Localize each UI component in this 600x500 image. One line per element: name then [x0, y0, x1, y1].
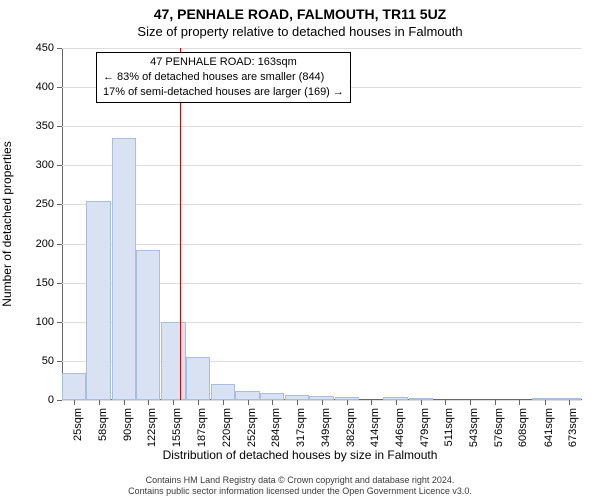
annotation-box: 47 PENHALE ROAD: 163sqm← 83% of detached…: [96, 52, 351, 103]
y-tick-label: 200: [36, 238, 54, 250]
x-tick-label: 576sqm: [493, 408, 505, 447]
x-tick: [519, 400, 520, 405]
x-tick-label: 382sqm: [345, 408, 357, 447]
x-tick: [124, 400, 125, 405]
x-tick: [470, 400, 471, 405]
x-tick-label: 90sqm: [122, 408, 134, 441]
annotation-line: 17% of semi-detached houses are larger (…: [103, 85, 344, 100]
y-tick: [57, 87, 62, 88]
histogram-bar: [112, 138, 136, 400]
histogram-bar: [186, 357, 210, 400]
histogram-bar: [86, 201, 110, 400]
x-tick: [396, 400, 397, 405]
histogram-bar: [285, 395, 309, 400]
histogram-bar: [62, 373, 86, 400]
annotation-line: ← 83% of detached houses are smaller (84…: [103, 70, 344, 85]
x-tick-label: 122sqm: [146, 408, 158, 447]
annotation-line: 47 PENHALE ROAD: 163sqm: [103, 55, 344, 70]
x-tick-label: 317sqm: [295, 408, 307, 447]
x-tick-label: 187sqm: [196, 408, 208, 447]
x-tick-label: 446sqm: [394, 408, 406, 447]
x-axis-label: Distribution of detached houses by size …: [0, 448, 600, 462]
x-tick: [99, 400, 100, 405]
y-tick: [57, 204, 62, 205]
histogram-bar: [409, 398, 433, 400]
y-axis-line: [62, 48, 63, 400]
y-tick: [57, 244, 62, 245]
y-tick-label: 350: [36, 120, 54, 132]
x-tick: [272, 400, 273, 405]
x-tick: [322, 400, 323, 405]
x-tick-label: 252sqm: [246, 408, 258, 447]
x-tick-label: 608sqm: [517, 408, 529, 447]
histogram-bar: [136, 250, 160, 400]
x-tick-label: 673sqm: [567, 408, 579, 447]
gridline-h: [62, 126, 582, 127]
chart-title-sub: Size of property relative to detached ho…: [0, 24, 600, 39]
x-tick: [545, 400, 546, 405]
y-tick: [57, 283, 62, 284]
x-tick-label: 511sqm: [443, 408, 455, 446]
y-axis-label: Number of detached properties: [0, 141, 14, 306]
y-tick: [57, 322, 62, 323]
y-tick-label: 400: [36, 81, 54, 93]
x-tick-label: 479sqm: [419, 408, 431, 447]
gridline-h: [62, 204, 582, 205]
histogram-bar: [532, 398, 556, 400]
x-tick-label: 414sqm: [369, 408, 381, 447]
y-tick-label: 50: [42, 355, 54, 367]
footer-attribution: Contains HM Land Registry data © Crown c…: [0, 475, 600, 498]
x-tick: [74, 400, 75, 405]
x-tick-label: 220sqm: [221, 408, 233, 447]
chart-container: 47, PENHALE ROAD, FALMOUTH, TR11 5UZ Siz…: [0, 0, 600, 500]
x-tick: [297, 400, 298, 405]
y-tick-label: 300: [36, 159, 54, 171]
x-tick: [148, 400, 149, 405]
footer-line1: Contains HM Land Registry data © Crown c…: [0, 475, 600, 486]
x-tick-label: 641sqm: [543, 408, 555, 447]
x-tick-label: 58sqm: [97, 408, 109, 441]
y-tick: [57, 361, 62, 362]
x-tick: [173, 400, 174, 405]
histogram-bar: [211, 384, 235, 400]
y-tick: [57, 400, 62, 401]
x-tick-label: 155sqm: [171, 408, 183, 447]
x-tick: [421, 400, 422, 405]
y-tick-label: 250: [36, 198, 54, 210]
y-tick: [57, 165, 62, 166]
x-tick: [445, 400, 446, 405]
histogram-bar: [383, 397, 407, 400]
gridline-h: [62, 48, 582, 49]
x-tick: [371, 400, 372, 405]
gridline-h: [62, 244, 582, 245]
histogram-bar: [309, 396, 333, 400]
gridline-h: [62, 165, 582, 166]
x-tick: [347, 400, 348, 405]
footer-line2: Contains public sector information licen…: [0, 486, 600, 497]
x-tick-label: 543sqm: [468, 408, 480, 447]
x-tick: [223, 400, 224, 405]
plot-area: 05010015020025030035040045025sqm58sqm90s…: [62, 48, 582, 400]
histogram-bar: [557, 398, 581, 400]
y-tick-label: 150: [36, 277, 54, 289]
y-tick: [57, 126, 62, 127]
x-tick-label: 284sqm: [270, 408, 282, 447]
histogram-bar: [161, 322, 185, 400]
chart-title-main: 47, PENHALE ROAD, FALMOUTH, TR11 5UZ: [0, 6, 600, 22]
x-tick: [495, 400, 496, 405]
y-tick-label: 0: [48, 394, 54, 406]
histogram-bar: [235, 391, 259, 400]
y-tick: [57, 48, 62, 49]
x-tick: [198, 400, 199, 405]
x-tick-label: 25sqm: [72, 408, 84, 441]
histogram-bar: [260, 393, 284, 400]
x-tick: [569, 400, 570, 405]
x-tick-label: 349sqm: [320, 408, 332, 447]
histogram-bar: [335, 397, 359, 400]
y-tick-label: 100: [36, 316, 54, 328]
y-tick-label: 450: [36, 42, 54, 54]
x-tick: [248, 400, 249, 405]
